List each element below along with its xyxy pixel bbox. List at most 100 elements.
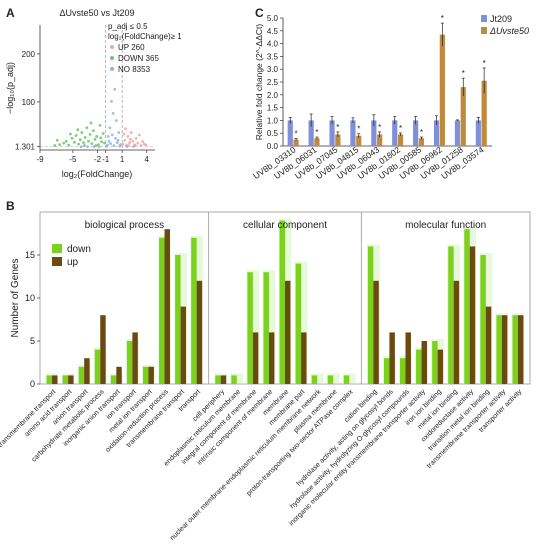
go-y-tick-label: 15 bbox=[25, 250, 35, 260]
volcano-x-tick-label: -1 bbox=[102, 155, 110, 164]
go-bar-up bbox=[252, 332, 259, 384]
volcano-point bbox=[77, 142, 81, 146]
volcano-point bbox=[92, 145, 96, 148]
go-bar-up bbox=[285, 280, 291, 384]
go-bar-up bbox=[84, 358, 90, 384]
qpcr-bar bbox=[439, 34, 445, 146]
qpcr-significance-star: * bbox=[399, 124, 402, 133]
go-bar-down bbox=[159, 237, 165, 384]
qpcr-legend-swatch bbox=[481, 15, 487, 22]
go-bar-down bbox=[496, 315, 502, 384]
go-bar-up bbox=[389, 332, 395, 384]
volcano-x-tick-label: -2 bbox=[94, 155, 102, 164]
qpcr-bar bbox=[475, 120, 481, 146]
qpcr-bar bbox=[392, 120, 398, 146]
volcano-point bbox=[88, 133, 92, 136]
volcano-point bbox=[80, 131, 84, 134]
go-bar-up bbox=[132, 332, 138, 384]
go-legend-label: up bbox=[67, 257, 79, 268]
threshold-padj-text: p_adj ≤ 0.5 bbox=[108, 22, 148, 31]
go-y-tick-label: 0 bbox=[30, 379, 35, 389]
volcano-point bbox=[103, 141, 106, 145]
go-bar-up bbox=[196, 280, 203, 384]
volcano-point bbox=[118, 144, 122, 148]
qpcr-bar bbox=[308, 120, 314, 146]
volcano-point bbox=[114, 119, 118, 122]
panel-label-c: C bbox=[255, 6, 264, 20]
go-bar-down bbox=[279, 220, 285, 384]
go-bar-glow bbox=[342, 373, 356, 384]
volcano-title: ΔUvste50 vs Jt209 bbox=[59, 8, 134, 18]
go-legend-swatch bbox=[52, 244, 62, 253]
qpcr-y-tick-label: 2.0 bbox=[267, 91, 279, 100]
volcano-point bbox=[73, 140, 76, 144]
volcano-point bbox=[83, 135, 87, 139]
qpcr-significance-star: * bbox=[462, 69, 465, 78]
volcano-point bbox=[82, 141, 85, 145]
go-bar-up bbox=[220, 375, 227, 384]
go-bar-down bbox=[311, 375, 318, 384]
go-bar-down bbox=[191, 237, 197, 384]
qpcr-y-label: Relative fold change (2^-ΔΔCt) bbox=[254, 24, 264, 141]
go-bar-down bbox=[416, 349, 422, 384]
qpcr-y-tick-label: 2.5 bbox=[267, 78, 279, 87]
volcano-plot: A ΔUvste50 vs Jt209 1.301 100 200 -9 -5 -2 -1 1 4 l… bbox=[5, 6, 182, 179]
volcano-y-tick-label: 100 bbox=[22, 98, 36, 107]
volcano-legend-label: DOWN 365 bbox=[118, 54, 159, 63]
go-bar-up bbox=[501, 315, 508, 384]
qpcr-y-tick-label: 4.0 bbox=[267, 40, 279, 49]
volcano-legend-marker bbox=[110, 67, 114, 71]
volcano-x-tick-label: 1 bbox=[120, 155, 125, 164]
qpcr-significance-star: * bbox=[441, 14, 444, 23]
volcano-point bbox=[87, 139, 90, 143]
volcano-point bbox=[90, 142, 94, 146]
go-bar-up bbox=[268, 332, 275, 384]
go-bar-down bbox=[448, 246, 454, 384]
qpcr-legend-label: ΔUvste50 bbox=[489, 26, 529, 36]
go-bar-down bbox=[46, 375, 53, 384]
volcano-y-tick-label: 1.301 bbox=[15, 142, 36, 151]
volcano-point bbox=[76, 128, 80, 132]
volcano-point bbox=[125, 145, 129, 149]
volcano-legend-label: UP 260 bbox=[118, 43, 145, 52]
go-group-title: molecular function bbox=[405, 220, 486, 231]
threshold-fold-text: log₂(FoldChange)≥ 1 bbox=[108, 32, 182, 41]
qpcr-bar bbox=[413, 120, 419, 146]
qpcr-bar bbox=[335, 134, 341, 146]
qpcr-bar bbox=[433, 120, 440, 146]
volcano-point bbox=[139, 144, 143, 147]
volcano-point bbox=[109, 142, 113, 146]
panel-label-a: A bbox=[6, 6, 15, 20]
volcano-point bbox=[128, 137, 132, 141]
go-bar-up bbox=[164, 229, 170, 384]
volcano-point bbox=[136, 141, 140, 145]
go-bar-up bbox=[148, 366, 154, 384]
go-y-label: Number of Genes bbox=[10, 259, 21, 338]
qpcr-significance-star: * bbox=[357, 125, 360, 134]
volcano-point bbox=[121, 142, 125, 146]
volcano-point bbox=[100, 140, 104, 144]
volcano-point bbox=[112, 144, 116, 147]
volcano-point bbox=[53, 144, 57, 147]
volcano-point bbox=[137, 133, 141, 137]
qpcr-bar bbox=[287, 120, 293, 146]
go-bar-down bbox=[512, 315, 518, 384]
go-bar-up bbox=[373, 280, 379, 384]
go-bar-glow bbox=[326, 373, 340, 384]
qpcr-significance-star: * bbox=[378, 123, 381, 132]
go-bar-down bbox=[247, 272, 253, 384]
panel-label-b: B bbox=[6, 199, 15, 213]
volcano-point bbox=[58, 143, 62, 146]
go-y-tick-label: 10 bbox=[25, 293, 35, 303]
go-bar-down bbox=[327, 375, 334, 384]
qpcr-bar bbox=[454, 120, 461, 146]
go-bar-up bbox=[453, 280, 460, 384]
go-bar-down bbox=[343, 375, 350, 384]
qpcr-bar bbox=[356, 135, 362, 146]
volcano-point bbox=[110, 99, 113, 103]
qpcr-bar bbox=[314, 138, 320, 146]
volcano-point bbox=[111, 111, 115, 115]
go-bar-down bbox=[263, 272, 269, 384]
qpcr-y-tick-label: 5.0 bbox=[267, 14, 279, 23]
